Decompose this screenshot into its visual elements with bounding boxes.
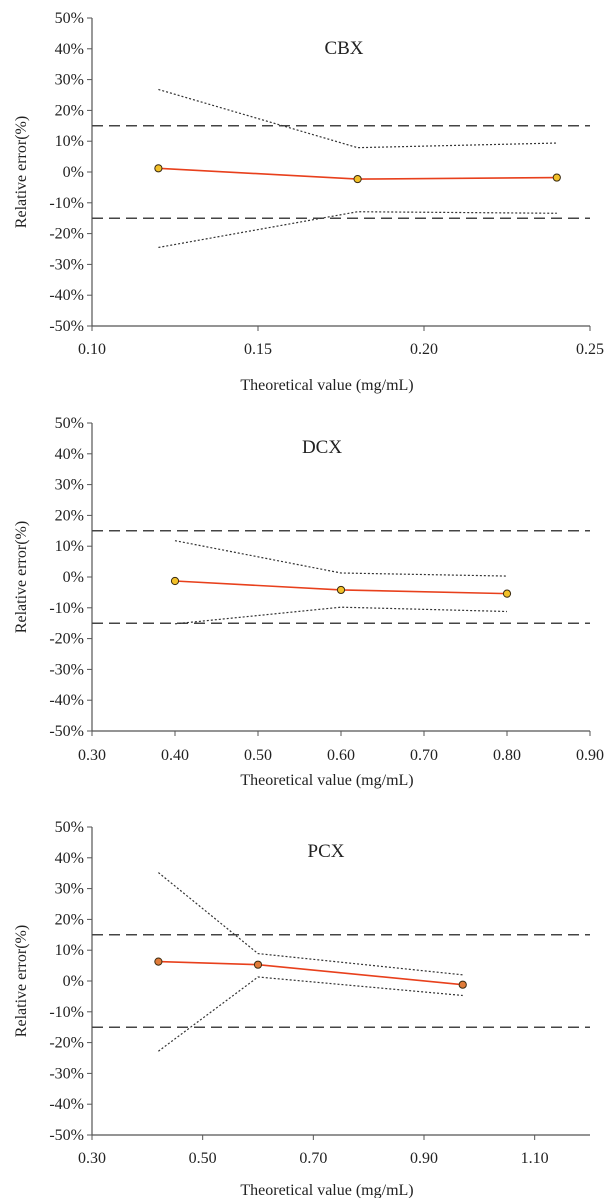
x-tick-label: 0.30 xyxy=(78,1150,106,1167)
y-tick-label: -10% xyxy=(49,600,84,617)
y-tick-label: 0% xyxy=(63,973,84,990)
chart-panel-dcx: 50% 40% 30% 20% 10% 0% -10% -20% -30% -40% -50% 0.3… xyxy=(13,415,604,789)
x-tick-label: 0.20 xyxy=(410,341,438,358)
chart-panel-cbx: 50% 40% 30% 20% 10% 0% -10% -20% -30% -40% -50% 0.1… xyxy=(13,10,604,394)
y-tick-label: -30% xyxy=(49,1065,84,1082)
y-tick-label: -40% xyxy=(49,692,84,709)
y-tick-label: 50% xyxy=(55,819,84,836)
y-tick-label: 20% xyxy=(55,911,84,928)
y-axis-label: Relative error(%) xyxy=(13,521,30,633)
x-tick-label: 0.90 xyxy=(576,747,604,764)
y-tick-label: -10% xyxy=(49,1004,84,1021)
y-tick-label: 50% xyxy=(55,10,84,27)
mean-data-point xyxy=(253,960,263,969)
x-tick-label: 0.50 xyxy=(244,747,272,764)
y-tick-label: 10% xyxy=(55,538,84,555)
y-tick-label: 40% xyxy=(55,41,84,58)
chart-title: PCX xyxy=(308,841,345,862)
chart-title: DCX xyxy=(302,437,342,458)
y-tick-label: 10% xyxy=(55,133,84,150)
x-tick-label: 0.70 xyxy=(410,747,438,764)
series-upper-interval-line xyxy=(158,872,463,976)
y-tick-label: 30% xyxy=(55,72,84,89)
mean-data-point xyxy=(154,164,163,173)
x-axis-label: Theoretical value (mg/mL) xyxy=(240,772,413,789)
y-tick-label: 30% xyxy=(55,477,84,494)
mean-data-point xyxy=(336,585,346,595)
mean-data-point xyxy=(353,174,362,184)
x-tick-label: 0.15 xyxy=(244,341,272,358)
mean-data-point xyxy=(154,957,163,966)
x-tick-label: 0.80 xyxy=(493,747,521,764)
x-tick-label: 0.60 xyxy=(327,747,355,764)
y-tick-label: 20% xyxy=(55,507,84,524)
y-tick-label: -20% xyxy=(49,1035,84,1052)
x-tick-label: 0.10 xyxy=(78,341,106,358)
y-axis-label: Relative error(%) xyxy=(13,925,30,1037)
mean-data-point xyxy=(552,173,561,182)
y-tick-label: 20% xyxy=(55,102,84,119)
y-tick-label: -20% xyxy=(49,226,84,243)
y-tick-label: 50% xyxy=(55,415,84,432)
y-tick-label: -20% xyxy=(49,631,84,648)
x-axis-label: Theoretical value (mg/mL) xyxy=(240,377,413,394)
series-upper-interval-line xyxy=(158,88,557,149)
y-tick-label: 30% xyxy=(55,881,84,898)
series-lower-interval-line xyxy=(158,211,557,249)
x-tick-label: 0.50 xyxy=(189,1150,217,1167)
series-lower-interval-line xyxy=(174,606,508,625)
y-tick-label: -50% xyxy=(49,723,84,740)
x-tick-label: 0.90 xyxy=(410,1150,438,1167)
y-tick-label: -30% xyxy=(49,661,84,678)
x-tick-label: 1.10 xyxy=(521,1150,549,1167)
y-tick-label: -40% xyxy=(49,287,84,304)
y-tick-label: -10% xyxy=(49,195,84,212)
y-tick-label: 40% xyxy=(55,446,84,463)
y-tick-label: 40% xyxy=(55,850,84,867)
y-tick-label: -40% xyxy=(49,1096,84,1113)
x-tick-label: 0.25 xyxy=(576,341,604,358)
mean-data-point xyxy=(458,980,467,989)
chart-title: CBX xyxy=(324,38,363,59)
y-tick-label: -50% xyxy=(49,318,84,335)
chart-panel-pcx: 50% 40% 30% 20% 10% 0% -10% -20% -30% -40% -50% 0.3… xyxy=(13,819,590,1198)
x-axis-label: Theoretical value (mg/mL) xyxy=(240,1182,413,1198)
x-tick-label: 0.70 xyxy=(299,1150,327,1167)
mean-data-point xyxy=(170,576,180,586)
x-tick-label: 0.40 xyxy=(161,747,189,764)
y-tick-label: -30% xyxy=(49,256,84,273)
y-tick-label: 0% xyxy=(63,569,84,586)
y-tick-label: 10% xyxy=(55,942,84,959)
y-tick-label: -50% xyxy=(49,1127,84,1144)
x-tick-label: 0.30 xyxy=(78,747,106,764)
mean-data-point xyxy=(502,589,512,598)
y-axis-label: Relative error(%) xyxy=(13,116,30,228)
series-lower-interval-line xyxy=(158,976,463,1052)
series-upper-interval-line xyxy=(174,540,508,577)
y-tick-label: 0% xyxy=(63,164,84,181)
